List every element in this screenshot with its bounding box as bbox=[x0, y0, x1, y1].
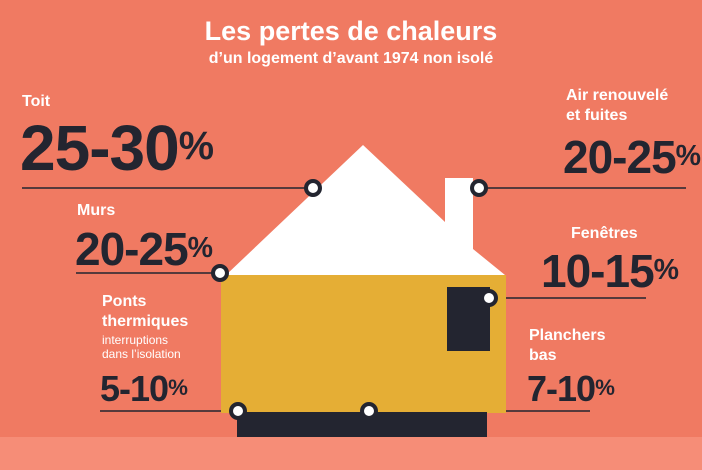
ponts-range: 5-10 bbox=[100, 368, 169, 410]
murs-range: 20-25 bbox=[75, 222, 189, 275]
toit-value: 25-30% bbox=[20, 110, 214, 185]
planchers-label-line2: bas bbox=[529, 347, 557, 364]
toit-label: Toit bbox=[22, 93, 51, 110]
murs-percent: % bbox=[187, 232, 213, 264]
marker-planchers bbox=[360, 402, 378, 420]
murs-label: Murs bbox=[77, 202, 116, 219]
ground-band bbox=[0, 437, 702, 470]
air-value: 20-25% bbox=[563, 130, 701, 183]
air-label: Air renouvelé et fuites bbox=[566, 86, 668, 126]
main-title: Les pertes de chaleurs bbox=[204, 16, 498, 46]
air-label-line2: et fuites bbox=[566, 107, 628, 124]
planchers-value: 7-10% bbox=[527, 367, 615, 410]
subtitle: d’un logement d’avant 1974 non isolé bbox=[208, 50, 494, 67]
ponts-note: interruptions dans l’isolation bbox=[102, 333, 181, 361]
fenetres-range: 10-15 bbox=[541, 244, 655, 297]
planchers-range: 7-10 bbox=[527, 368, 596, 410]
planchers-percent: % bbox=[595, 375, 615, 400]
ponts-label: Ponts thermiques bbox=[102, 292, 188, 332]
toit-range: 25-30 bbox=[20, 112, 180, 185]
fenetres-value: 10-15% bbox=[541, 244, 679, 297]
ponts-value: 5-10% bbox=[100, 367, 188, 410]
marker-ponts bbox=[229, 402, 247, 420]
air-label-line1: Air renouvelé bbox=[566, 87, 669, 104]
ponts-label-line2: thermiques bbox=[102, 313, 189, 330]
toit-percent: % bbox=[178, 124, 214, 168]
ponts-percent: % bbox=[168, 375, 188, 400]
house-roof bbox=[226, 145, 505, 275]
ponts-note-line2: dans l’isolation bbox=[102, 347, 181, 361]
fenetres-label: Fenêtres bbox=[571, 225, 638, 242]
marker-air bbox=[470, 179, 488, 197]
air-percent: % bbox=[675, 140, 701, 172]
murs-value: 20-25% bbox=[75, 222, 213, 275]
marker-toit bbox=[304, 179, 322, 197]
marker-fenetres bbox=[480, 289, 498, 307]
marker-murs bbox=[211, 264, 229, 282]
ponts-label-line1: Ponts bbox=[102, 293, 147, 310]
fenetres-percent: % bbox=[653, 254, 679, 286]
planchers-label: Planchers bas bbox=[529, 326, 605, 366]
air-range: 20-25 bbox=[563, 130, 677, 183]
ponts-note-line1: interruptions bbox=[102, 333, 169, 347]
planchers-label-line1: Planchers bbox=[529, 327, 606, 344]
